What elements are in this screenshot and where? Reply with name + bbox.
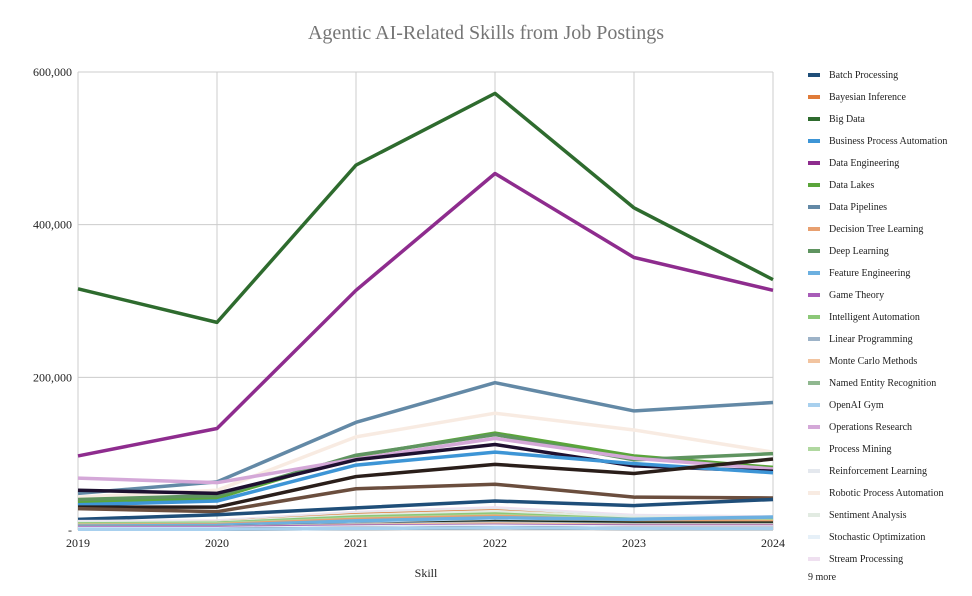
legend-swatch [808,139,820,143]
legend-item[interactable]: Big Data [808,108,947,130]
legend-swatch [808,249,820,253]
legend-item[interactable]: Reinforcement Learning [808,460,947,482]
x-tick-label: 2024 [761,536,785,550]
legend-label: Business Process Automation [829,135,948,147]
legend-swatch [808,315,820,319]
legend-swatch [808,205,820,209]
series-line-data-engineering [77,171,774,458]
legend-item[interactable]: Monte Carlo Methods [808,350,947,372]
legend-item[interactable]: Stream Processing [808,548,947,570]
x-tick-label: 2021 [344,536,368,550]
legend-item[interactable]: Game Theory [808,284,947,306]
legend-label: Feature Engineering [829,267,911,279]
legend-item[interactable]: Stochastic Optimization [808,526,947,548]
legend-label: Process Mining [829,443,892,455]
legend-item[interactable]: Linear Programming [808,328,947,350]
legend-label: Data Lakes [829,179,875,191]
legend-label: Intelligent Automation [829,311,920,323]
y-tick-label: 200,000 [33,370,72,384]
legend-label: Robotic Process Automation [829,487,944,499]
legend-swatch [808,491,820,495]
legend-item[interactable]: Data Engineering [808,152,947,174]
y-tick-label: - [68,523,72,537]
legend-label: Linear Programming [829,333,913,345]
legend-label: Named Entity Recognition [829,377,937,389]
legend-item[interactable]: Data Lakes [808,174,947,196]
series-line-batch-processing [77,497,774,522]
legend-swatch [808,183,820,187]
series-line-business-process-automation [77,450,774,507]
series-line-hidden-24 [78,457,774,509]
legend-label: Data Engineering [829,157,900,169]
legend-item[interactable]: Decision Tree Learning [808,218,947,240]
legend-label: Game Theory [829,289,885,301]
legend-swatch [808,73,820,77]
legend-item[interactable]: Deep Learning [808,240,947,262]
legend-swatch [808,95,820,99]
legend-swatch [808,161,820,165]
legend-swatch [808,403,820,407]
chart-title: Agentic AI-Related Skills from Job Posti… [307,22,665,44]
legend-swatch [808,271,820,275]
legend-item[interactable]: Batch Processing [808,64,947,86]
legend-item[interactable]: Process Mining [808,438,947,460]
legend-swatch [808,337,820,341]
legend-label: Deep Learning [829,245,889,257]
legend-more-link[interactable]: 9 more [808,572,837,583]
legend-item[interactable]: OpenAI Gym [808,394,947,416]
legend-item[interactable]: Sentiment Analysis [808,504,947,526]
legend-swatch [808,359,820,363]
series-line-data-pipelines [77,380,774,496]
legend-label: Stochastic Optimization [829,531,926,543]
legend-label: Monte Carlo Methods [829,355,918,367]
legend-item[interactable]: Operations Research [808,416,947,438]
series-line-openai-gym [78,525,773,531]
legend-item[interactable]: Business Process Automation [808,130,947,152]
legend-item[interactable]: Feature Engineering [808,262,947,284]
series-line-operations-research [77,436,774,485]
legend-item[interactable]: Data Pipelines [808,196,947,218]
x-tick-label: 2023 [622,536,646,550]
legend-swatch [808,513,820,517]
legend-label: Big Data [829,113,865,125]
x-tick-label: 2022 [483,536,507,550]
series-line-hidden-25 [77,482,774,514]
x-axis-label: Skill [414,566,438,580]
legend-item[interactable]: Bayesian Inference [808,86,947,108]
legend-label: Stream Processing [829,553,904,565]
legend-item[interactable]: Intelligent Automation [808,306,947,328]
legend-swatch [808,557,820,561]
legend-swatch [808,535,820,539]
legend-label: Batch Processing [829,69,899,81]
legend: Batch Processing Bayesian Inference Big Da… [808,64,947,583]
legend-label: Reinforcement Learning [829,465,928,477]
legend-label: Bayesian Inference [829,91,906,103]
legend-swatch [808,117,820,121]
y-tick-label: 600,000 [33,65,72,79]
legend-item[interactable]: Robotic Process Automation [808,482,947,504]
legend-swatch [808,425,820,429]
legend-swatch [808,469,820,473]
legend-item[interactable]: Named Entity Recognition [808,372,947,394]
x-tick-label: 2020 [205,536,229,550]
legend-label: Data Pipelines [829,201,888,213]
y-tick-label: 400,000 [33,218,72,232]
legend-swatch [808,447,820,451]
series-line-big-data [77,91,774,325]
legend-swatch [808,381,820,385]
legend-label: OpenAI Gym [829,399,884,411]
legend-label: Decision Tree Learning [829,223,924,235]
legend-label: Operations Research [829,421,913,433]
legend-swatch [808,293,820,297]
legend-label: Sentiment Analysis [829,509,907,521]
legend-swatch [808,227,820,231]
x-tick-label: 2019 [66,536,90,550]
